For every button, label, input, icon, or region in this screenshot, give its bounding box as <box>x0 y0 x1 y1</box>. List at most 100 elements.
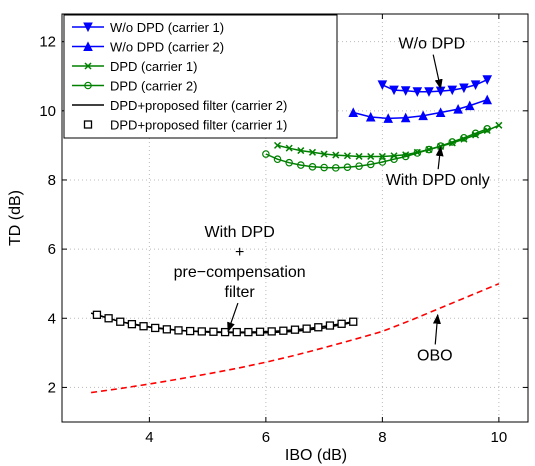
data-point-stroke <box>343 152 351 160</box>
data-point <box>297 161 305 169</box>
data-point <box>273 141 282 149</box>
data-point <box>348 107 359 118</box>
data-point <box>424 87 434 97</box>
data-point <box>92 310 102 319</box>
plot-frame <box>61 13 529 423</box>
data-point <box>337 319 346 328</box>
annotation-text: W/o DPD <box>399 36 466 53</box>
x-tick-label: 8 <box>378 429 386 446</box>
data-point <box>185 326 195 336</box>
legend-label: DPD (carrier 1) <box>110 59 197 74</box>
data-point <box>483 124 492 133</box>
data-point-stroke <box>320 150 328 158</box>
y-tick-label: 2 <box>48 379 56 396</box>
data-point <box>390 155 398 164</box>
data-point <box>83 41 93 51</box>
data-point <box>84 81 92 90</box>
data-point <box>400 86 411 96</box>
data-point <box>343 152 351 160</box>
data-point <box>471 129 480 138</box>
series-2 <box>348 94 493 123</box>
legend-label: DPD+proposed filter (carrier 2) <box>110 98 287 113</box>
data-point <box>425 145 433 154</box>
data-point <box>104 314 113 323</box>
data-point-stroke <box>367 152 375 160</box>
data-point <box>365 111 376 122</box>
y-tick-label: 8 <box>48 172 56 189</box>
y-tick-label: 6 <box>48 241 56 258</box>
data-point-stroke <box>297 147 305 155</box>
series-line <box>90 282 500 394</box>
series-7 <box>90 282 500 394</box>
data-point <box>378 158 387 166</box>
series-1 <box>377 75 493 97</box>
x-tick-label: 10 <box>491 429 508 446</box>
annotation-arrow <box>432 54 443 90</box>
data-point <box>343 163 352 171</box>
data-point <box>448 138 457 146</box>
annotation-text: With DPD only <box>386 172 490 189</box>
y-tick-label: 12 <box>39 34 56 51</box>
series-layer <box>90 75 503 394</box>
data-point <box>209 327 218 336</box>
data-point <box>482 75 493 85</box>
data-point <box>139 322 148 331</box>
data-point-stroke <box>355 152 363 160</box>
data-point <box>127 319 137 329</box>
legend-label: W/o DPD (carrier 1) <box>110 20 224 35</box>
data-point <box>332 151 340 159</box>
y-tick-label: 4 <box>48 310 56 327</box>
data-point <box>453 103 463 114</box>
data-point <box>413 149 422 157</box>
data-point <box>279 326 288 335</box>
x-axis-label: IBO (dB) <box>285 447 347 464</box>
annotation-arrow <box>435 146 444 170</box>
annotation-2: With DPD only <box>386 146 490 189</box>
data-point <box>267 327 276 336</box>
data-point <box>174 326 183 335</box>
legend-item: DPD (carrier 1) <box>72 59 197 74</box>
data-point <box>349 317 358 326</box>
data-point <box>482 94 493 105</box>
data-point <box>378 152 386 160</box>
y-axis-label: TD (dB) <box>7 190 24 246</box>
annotation-text: pre−compensation <box>174 264 306 281</box>
data-point <box>320 150 328 158</box>
data-point <box>84 62 92 70</box>
data-point <box>162 325 172 334</box>
data-point <box>302 324 311 333</box>
data-point <box>255 327 265 336</box>
data-point <box>418 110 428 121</box>
series-line <box>265 128 488 169</box>
legend-item: DPD+proposed filter (carrier 1) <box>83 118 287 133</box>
annotations-layer: W/o DPD With DPD only With DPD + pre−compens… <box>174 36 490 365</box>
data-point <box>197 327 206 336</box>
data-point <box>320 163 328 172</box>
data-point <box>308 163 317 171</box>
data-point <box>435 107 446 118</box>
data-point <box>495 121 503 129</box>
annotation-text: filter <box>225 284 256 301</box>
data-point <box>389 85 399 96</box>
data-point <box>325 321 335 330</box>
annotation-arrow <box>432 313 441 345</box>
data-point <box>297 147 305 155</box>
legend-label: DPD (carrier 2) <box>110 79 197 94</box>
legend-item: W/o DPD (carrier 1) <box>72 20 224 35</box>
data-point <box>220 327 230 337</box>
legend-label: DPD+proposed filter (carrier 1) <box>110 118 287 133</box>
annotation-text: With DPD <box>205 224 275 241</box>
data-point <box>262 150 270 158</box>
data-point <box>483 126 491 135</box>
series-line <box>382 79 488 93</box>
data-point <box>232 327 241 337</box>
y-tick-label: 10 <box>39 103 56 120</box>
data-point <box>290 325 300 334</box>
data-point <box>460 133 468 142</box>
data-point-stroke <box>483 126 491 135</box>
data-point-stroke <box>332 151 340 159</box>
data-point <box>470 80 481 90</box>
data-point <box>355 152 363 160</box>
legend: W/o DPD (carrier 1) W/o DPD (carrier 2) DP… <box>63 14 338 139</box>
